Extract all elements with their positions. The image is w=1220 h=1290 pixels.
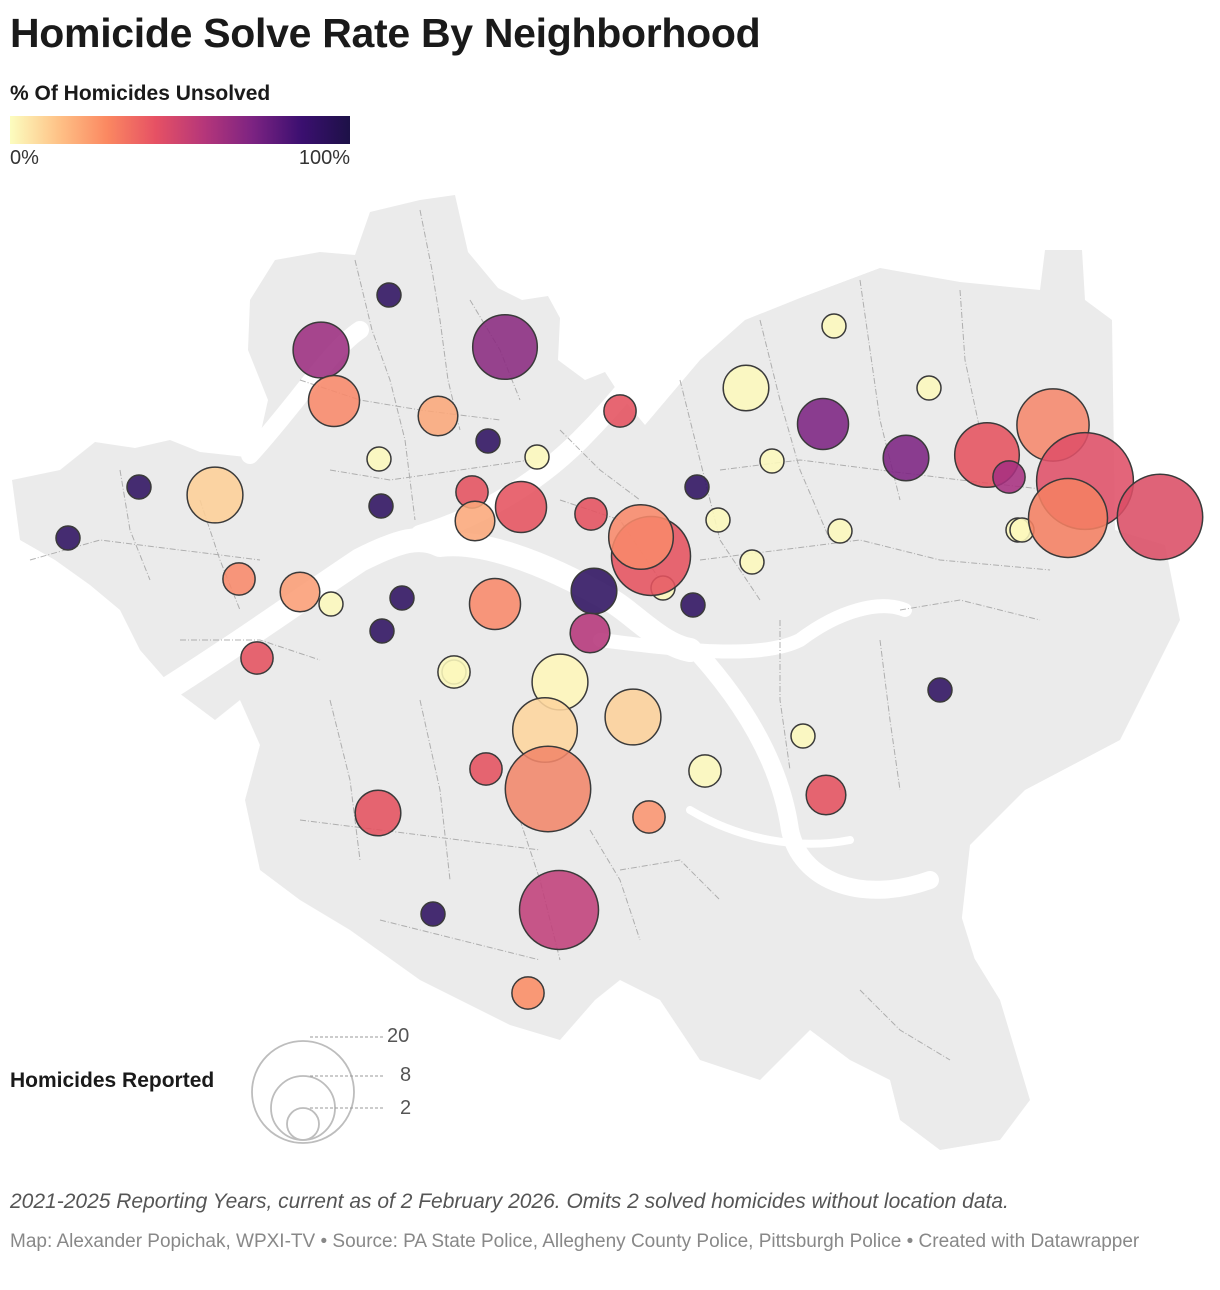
homicide-bubble[interactable] bbox=[739, 549, 765, 575]
homicide-bubble[interactable] bbox=[511, 976, 545, 1010]
homicide-bubble[interactable] bbox=[437, 655, 471, 689]
homicide-bubble[interactable] bbox=[705, 507, 731, 533]
homicide-bubble[interactable] bbox=[468, 577, 522, 631]
homicide-bubble[interactable] bbox=[55, 525, 81, 551]
homicide-bubble[interactable] bbox=[607, 503, 675, 571]
homicide-bubble[interactable] bbox=[524, 444, 550, 470]
homicide-bubble[interactable] bbox=[603, 394, 637, 428]
homicide-bubble[interactable] bbox=[632, 800, 666, 834]
size-legend-circle-2 bbox=[286, 1107, 320, 1141]
homicide-bubble[interactable] bbox=[366, 446, 392, 472]
homicide-bubble[interactable] bbox=[882, 434, 930, 482]
homicide-bubble[interactable] bbox=[805, 774, 847, 816]
size-legend bbox=[251, 1036, 383, 1144]
homicide-bubble[interactable] bbox=[494, 480, 548, 534]
homicide-bubble[interactable] bbox=[1027, 477, 1109, 559]
homicide-bubble[interactable] bbox=[186, 466, 244, 524]
homicide-bubble[interactable] bbox=[318, 591, 344, 617]
homicide-bubble[interactable] bbox=[759, 448, 785, 474]
homicide-bubble[interactable] bbox=[796, 397, 850, 451]
homicide-bubble[interactable] bbox=[570, 567, 618, 615]
homicide-bubble[interactable] bbox=[389, 585, 415, 611]
homicide-bubble[interactable] bbox=[992, 460, 1026, 494]
homicide-bubble[interactable] bbox=[240, 641, 274, 675]
size-legend-circle-20 bbox=[251, 1040, 355, 1144]
footnote: 2021-2025 Reporting Years, current as of… bbox=[10, 1190, 1009, 1213]
homicide-bubble[interactable] bbox=[354, 789, 402, 837]
color-legend-min: 0% bbox=[10, 147, 39, 169]
homicide-bubble[interactable] bbox=[222, 562, 256, 596]
homicide-bubble[interactable] bbox=[680, 592, 706, 618]
homicide-bubble[interactable] bbox=[369, 618, 395, 644]
homicide-bubble[interactable] bbox=[279, 571, 321, 613]
page-title: Homicide Solve Rate By Neighborhood bbox=[10, 10, 761, 56]
homicide-bubble[interactable] bbox=[475, 428, 501, 454]
homicide-bubble[interactable] bbox=[454, 500, 496, 542]
homicide-bubble[interactable] bbox=[574, 497, 608, 531]
city-map bbox=[12, 195, 1204, 1150]
homicide-bubble[interactable] bbox=[368, 493, 394, 519]
size-legend-title: Homicides Reported bbox=[10, 1069, 215, 1092]
homicide-bubble[interactable] bbox=[604, 688, 662, 746]
color-legend-title: % Of Homicides Unsolved bbox=[10, 82, 271, 105]
homicide-bubble[interactable] bbox=[569, 612, 611, 654]
homicide-bubble[interactable] bbox=[420, 901, 446, 927]
homicide-bubble[interactable] bbox=[722, 364, 770, 412]
homicide-bubble[interactable] bbox=[916, 375, 942, 401]
homicide-bubble[interactable] bbox=[376, 282, 402, 308]
size-legend-label-20: 20 bbox=[387, 1025, 410, 1047]
homicide-bubble[interactable] bbox=[292, 321, 350, 379]
homicide-bubble[interactable] bbox=[471, 313, 539, 381]
color-legend-gradient bbox=[10, 116, 350, 144]
homicide-bubble[interactable] bbox=[469, 752, 503, 786]
homicide-bubble[interactable] bbox=[927, 677, 953, 703]
size-legend-label-8: 8 bbox=[400, 1064, 412, 1086]
homicide-bubble[interactable] bbox=[417, 395, 459, 437]
homicide-bubble[interactable] bbox=[790, 723, 816, 749]
homicide-bubble[interactable] bbox=[684, 474, 710, 500]
homicide-bubble[interactable] bbox=[827, 518, 853, 544]
homicide-bubble[interactable] bbox=[504, 745, 592, 833]
homicide-bubble[interactable] bbox=[126, 474, 152, 500]
size-legend-label-2: 2 bbox=[400, 1097, 412, 1119]
homicide-bubble[interactable] bbox=[518, 869, 600, 951]
homicide-bubble[interactable] bbox=[307, 374, 361, 428]
homicide-bubbles bbox=[55, 282, 1204, 1010]
homicide-bubble[interactable] bbox=[1116, 473, 1204, 561]
land-area bbox=[12, 195, 1180, 1150]
color-legend-max: 100% bbox=[298, 147, 350, 169]
homicide-bubble[interactable] bbox=[688, 754, 722, 788]
homicide-bubble[interactable] bbox=[821, 313, 847, 339]
credit-line: Map: Alexander Popichak, WPXI-TV • Sourc… bbox=[10, 1231, 1140, 1252]
